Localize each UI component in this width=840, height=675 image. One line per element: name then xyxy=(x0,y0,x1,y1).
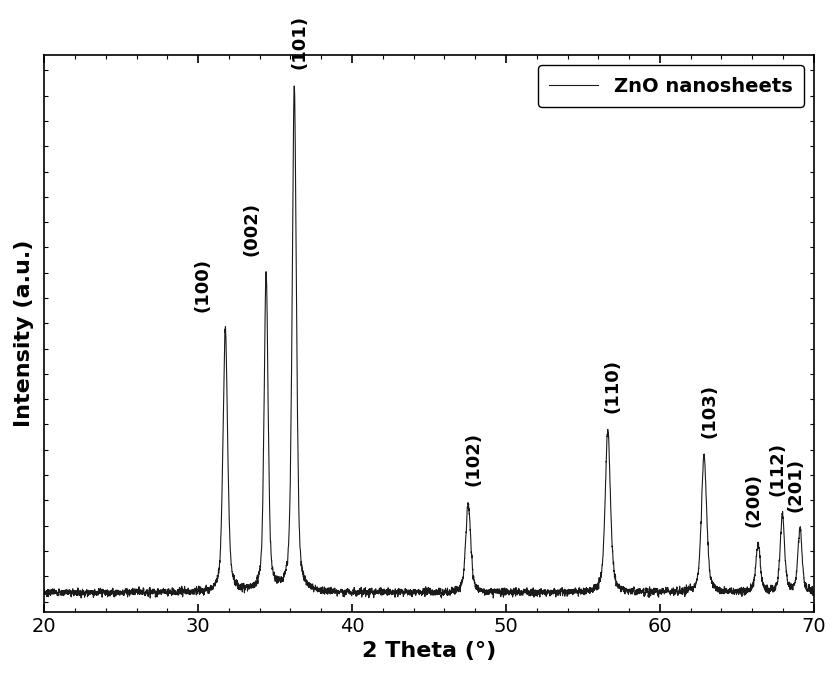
ZnO nanosheets xyxy=(145,594,155,602)
X-axis label: 2 Theta (°): 2 Theta (°) xyxy=(362,641,496,661)
Text: (102): (102) xyxy=(465,432,483,486)
ZnO nanosheets xyxy=(809,586,819,594)
Text: (100): (100) xyxy=(194,258,212,312)
Text: (110): (110) xyxy=(604,359,622,413)
Y-axis label: Intensity (a.u.): Intensity (a.u.) xyxy=(14,240,34,427)
ZnO nanosheets xyxy=(495,586,505,594)
ZnO nanosheets xyxy=(651,586,661,594)
ZnO nanosheets xyxy=(318,587,328,595)
ZnO nanosheets xyxy=(610,570,620,578)
Legend: ZnO nanosheets: ZnO nanosheets xyxy=(538,65,804,107)
Text: (201): (201) xyxy=(786,458,805,512)
ZnO nanosheets xyxy=(39,585,50,593)
ZnO nanosheets xyxy=(528,588,538,596)
Text: (112): (112) xyxy=(769,442,786,496)
Text: (200): (200) xyxy=(745,472,763,526)
Text: (101): (101) xyxy=(291,15,308,69)
Text: (103): (103) xyxy=(700,384,718,438)
ZnO nanosheets xyxy=(289,82,299,90)
ZnO nanosheets xyxy=(78,589,88,597)
Line: ZnO nanosheets: ZnO nanosheets xyxy=(45,86,814,598)
Text: (002): (002) xyxy=(243,202,261,256)
